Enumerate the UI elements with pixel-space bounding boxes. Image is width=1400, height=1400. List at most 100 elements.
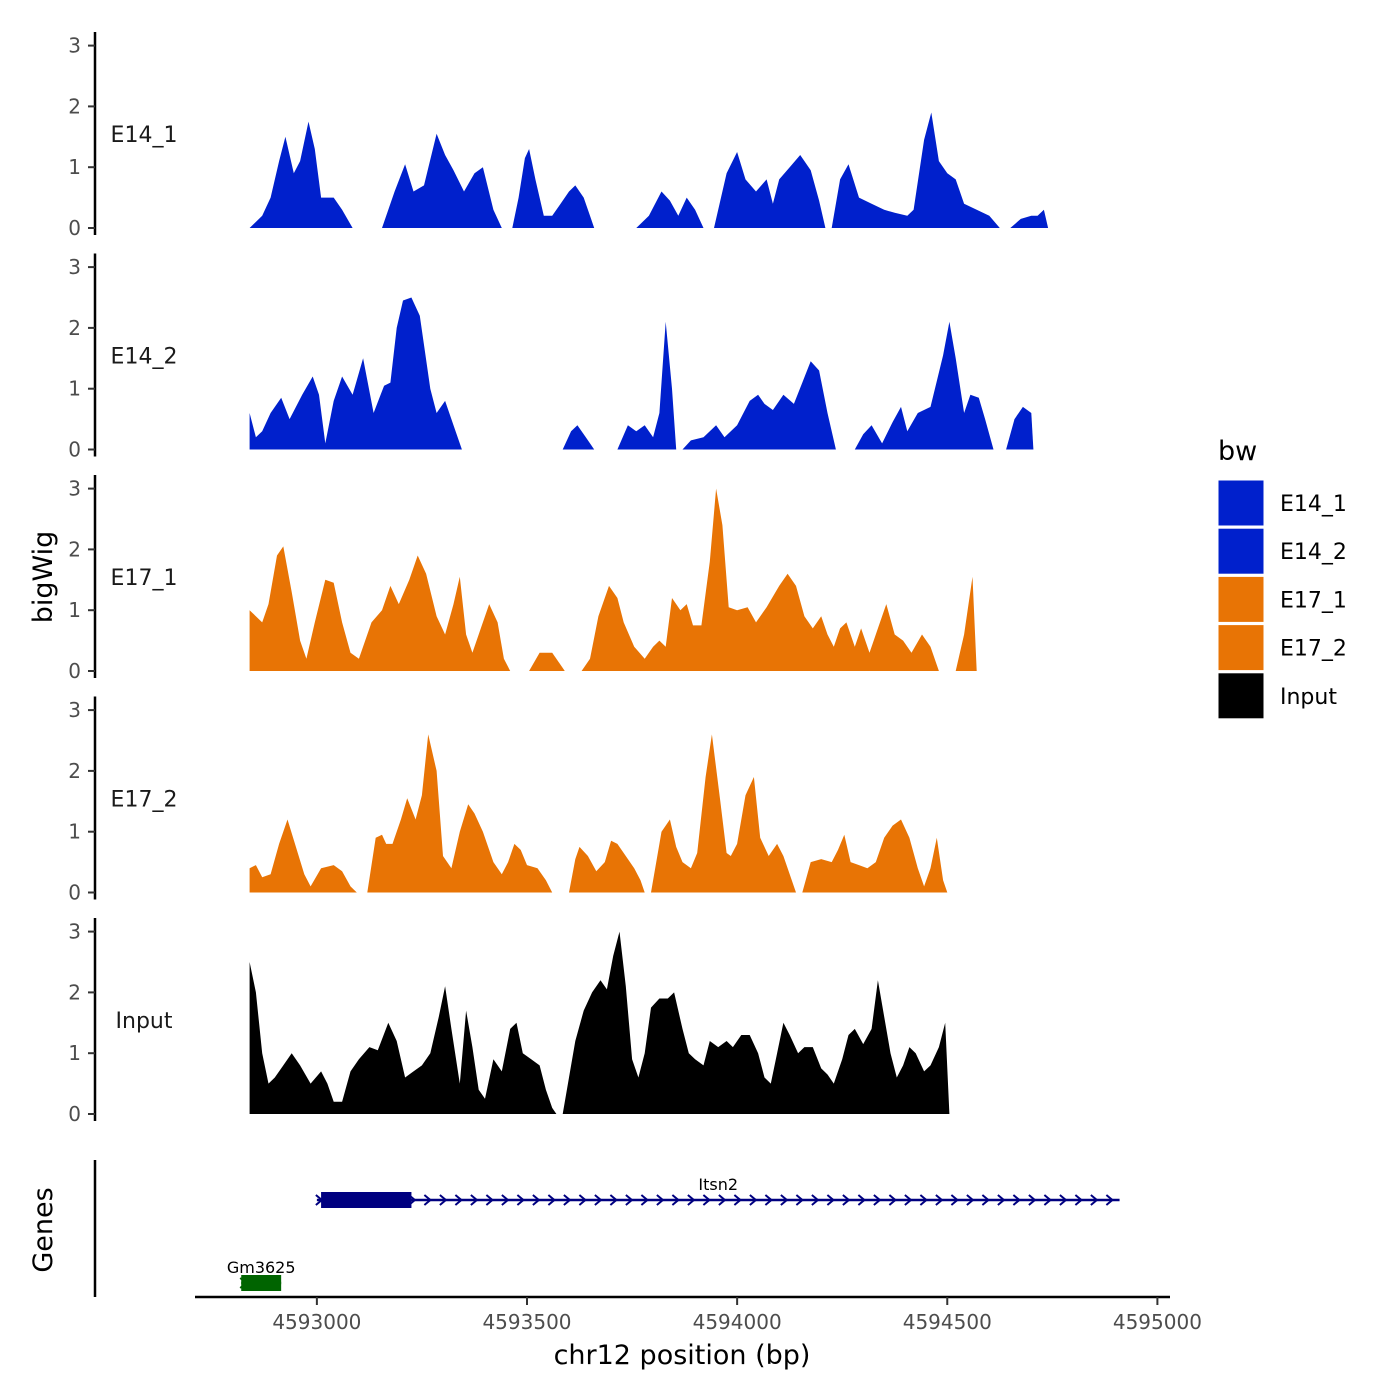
coverage-area [802, 819, 948, 893]
track-E14_1: 0 1 2 3 E14_1 [68, 32, 1049, 240]
legend-title: bw [1218, 436, 1257, 467]
coverage-area [1010, 209, 1049, 228]
coverage-area [249, 121, 353, 228]
strand-arrow [1012, 1194, 1021, 1206]
coverage-area [636, 191, 704, 228]
y-tick-label: 0 [68, 216, 81, 240]
track-E17_2: 0 1 2 3 E17_2 [68, 696, 948, 905]
strand-arrow [935, 1194, 944, 1206]
strand-arrow [1043, 1194, 1052, 1206]
y-tick-label: 2 [68, 537, 81, 561]
legend-label: E14_2 [1280, 540, 1347, 565]
y-tick-label: 1 [68, 598, 81, 622]
strand-arrow [439, 1194, 448, 1206]
legend: bw E14_1 E14_2 E17_1 E17_2 Input [1217, 436, 1347, 720]
y-tick-label: 2 [68, 980, 81, 1004]
coverage-area [562, 425, 595, 450]
strand-arrow [516, 1194, 525, 1206]
track-Input: 0 1 2 3 Input [68, 918, 950, 1126]
track-label: E14_2 [111, 344, 178, 369]
coverage-area [831, 112, 1000, 228]
track-panels: 0 1 2 3 E14_1 0 1 2 3 E14_2 0 1 2 3 E17_1 0 1 2 3 E17_2 0 1 2 3… [68, 32, 1049, 1126]
y-tick-label: 0 [68, 881, 81, 905]
track-label: E17_2 [111, 787, 178, 812]
strand-arrow [1059, 1194, 1068, 1206]
y-tick-label: 2 [68, 94, 81, 118]
y-tick-label: 0 [68, 1102, 81, 1126]
y-tick-label: 0 [68, 659, 81, 683]
track-E17_1: 0 1 2 3 E17_1 [68, 475, 977, 683]
strand-arrow [532, 1194, 541, 1206]
coverage-area [854, 321, 994, 450]
strand-arrow [873, 1194, 882, 1206]
strand-arrow [1090, 1194, 1099, 1206]
strand-arrow [454, 1194, 463, 1206]
track-label: E14_1 [111, 123, 178, 148]
coverage-area [562, 931, 950, 1114]
x-tick-label: 4594500 [903, 1310, 992, 1334]
coverage-area [955, 576, 977, 671]
strand-arrow [857, 1194, 866, 1206]
strand-arrow [997, 1194, 1006, 1206]
coverage-area [581, 488, 939, 671]
x-axis-title: chr12 position (bp) [554, 1340, 811, 1371]
strand-arrow [1028, 1194, 1037, 1206]
strand-arrow [733, 1194, 742, 1206]
y-tick-label: 2 [68, 316, 81, 340]
legend-label: Input [1280, 685, 1337, 710]
strand-arrow [981, 1194, 990, 1206]
gene-exon [241, 1275, 282, 1291]
coverage-area [382, 133, 502, 228]
coverage-area [569, 840, 645, 893]
strand-arrow [501, 1194, 510, 1206]
x-tick-label: 4593500 [482, 1310, 571, 1334]
strand-arrow [842, 1194, 851, 1206]
x-axis: 4593000 4593500 4594000 4594500 4595000 [195, 1295, 1202, 1334]
coverage-area [529, 652, 565, 671]
coverage-area [714, 152, 826, 228]
y-tick-label: 0 [68, 438, 81, 462]
strand-arrow [764, 1194, 773, 1206]
y-tick-label: 3 [68, 34, 81, 58]
x-tick-label: 4594000 [693, 1310, 782, 1334]
strand-arrow [470, 1194, 479, 1206]
coverage-area [249, 546, 511, 671]
gene-label: Itsn2 [698, 1175, 738, 1194]
strand-arrow [578, 1194, 587, 1206]
strand-arrow [718, 1194, 727, 1206]
gene-exon [321, 1192, 412, 1208]
legend-swatch [1217, 575, 1265, 623]
x-tick-label: 4593000 [272, 1310, 361, 1334]
legend-swatch [1217, 479, 1265, 527]
strand-arrow [687, 1194, 696, 1206]
strand-arrow [826, 1194, 835, 1206]
strand-arrow [423, 1194, 432, 1206]
gene-Itsn2: Itsn2 [315, 1175, 1120, 1208]
legend-swatch [1217, 527, 1265, 575]
strand-arrow [795, 1194, 804, 1206]
track-E14_2: 0 1 2 3 E14_2 [68, 253, 1034, 462]
track-label: E17_1 [111, 566, 178, 591]
strand-arrow [594, 1194, 603, 1206]
strand-arrow [919, 1194, 928, 1206]
y-tick-label: 2 [68, 759, 81, 783]
legend-label: E17_2 [1280, 637, 1347, 662]
x-tick-label: 4595000 [1113, 1310, 1202, 1334]
strand-arrow [485, 1194, 494, 1206]
strand-arrow [625, 1194, 634, 1206]
strand-arrow [966, 1194, 975, 1206]
strand-arrow [1105, 1194, 1114, 1206]
coverage-area [512, 149, 595, 228]
coverage-area [249, 962, 557, 1114]
y-tick-label: 1 [68, 820, 81, 844]
legend-label: E14_1 [1280, 492, 1347, 517]
y-axis-title: bigWig [28, 531, 59, 624]
y-tick-label: 3 [68, 477, 81, 501]
genes-axis-title: Genes [28, 1187, 59, 1272]
strand-arrow [888, 1194, 897, 1206]
strand-arrow [547, 1194, 556, 1206]
strand-arrow [780, 1194, 789, 1206]
gene-Gm3625: Gm3625 [227, 1258, 296, 1291]
y-tick-label: 3 [68, 920, 81, 944]
genes-panel: Itsn2 Gm3625 [93, 1160, 1120, 1297]
